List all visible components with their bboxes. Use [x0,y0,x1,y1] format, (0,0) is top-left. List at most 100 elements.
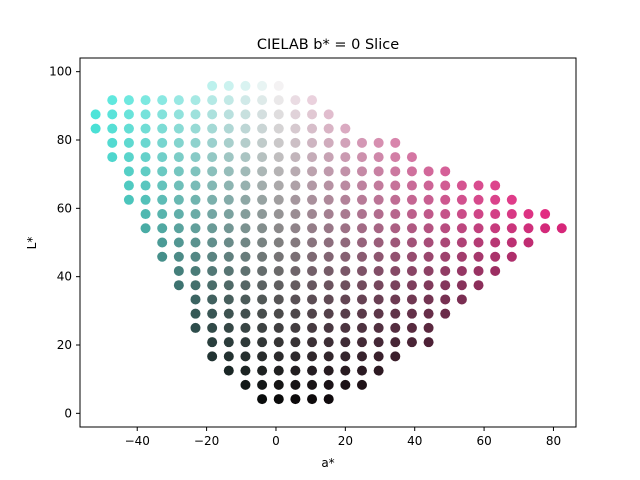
x-tick-label: 80 [546,434,561,448]
scatter-point [423,209,434,220]
scatter-point [257,308,268,319]
scatter-point [290,337,301,348]
scatter-point [207,123,218,134]
scatter-point [140,166,151,177]
scatter-point [307,351,318,362]
scatter-point [123,180,134,191]
scatter-point [323,223,334,234]
scatter-point [323,251,334,262]
scatter-point [107,123,118,134]
scatter-point [340,280,351,291]
scatter-point [257,394,268,405]
scatter-point [123,109,134,120]
scatter-point [257,223,268,234]
scatter-point [340,209,351,220]
scatter-point [140,180,151,191]
scatter-point [273,365,284,376]
scatter-point [223,237,234,248]
scatter-point [207,180,218,191]
scatter-point [307,209,318,220]
scatter-point [173,152,184,163]
x-tick-label: −40 [125,434,150,448]
scatter-point [323,294,334,305]
scatter-point [157,152,168,163]
scatter-point [390,137,401,148]
scatter-point [323,152,334,163]
scatter-point [173,223,184,234]
scatter-point [506,251,517,262]
scatter-point [223,251,234,262]
scatter-point [356,351,367,362]
scatter-point [240,180,251,191]
scatter-point [307,394,318,405]
scatter-point [223,308,234,319]
scatter-point [173,166,184,177]
scatter-point [307,265,318,276]
scatter-point [323,379,334,390]
scatter-point [290,322,301,333]
scatter-point [323,337,334,348]
scatter-point [290,194,301,205]
scatter-point [323,322,334,333]
scatter-point [257,365,268,376]
scatter-point [240,95,251,106]
scatter-point [223,322,234,333]
y-axis-label: L* [25,237,39,250]
scatter-point [257,294,268,305]
scatter-point [373,237,384,248]
scatter-point [190,95,201,106]
scatter-point [257,123,268,134]
scatter-point [390,308,401,319]
scatter-point [190,209,201,220]
scatter-point [423,322,434,333]
scatter-point [423,237,434,248]
scatter-point [190,237,201,248]
scatter-point [406,294,417,305]
plot-frame [79,57,577,428]
x-tick-label: 20 [338,434,353,448]
scatter-point [273,109,284,120]
scatter-point [356,280,367,291]
scatter-point [356,308,367,319]
scatter-point [107,152,118,163]
scatter-point [307,180,318,191]
scatter-point [373,209,384,220]
scatter-point [207,152,218,163]
scatter-point [173,194,184,205]
scatter-point [273,294,284,305]
scatter-point [207,322,218,333]
scatter-point [556,223,567,234]
scatter-point [273,337,284,348]
scatter-point [456,280,467,291]
scatter-point [290,379,301,390]
scatter-point [290,280,301,291]
scatter-point [223,265,234,276]
scatter-point [356,166,367,177]
scatter-point [456,209,467,220]
scatter-point [207,95,218,106]
scatter-point [423,180,434,191]
scatter-point [356,265,367,276]
y-tick-label: 20 [57,338,72,352]
scatter-point [473,209,484,220]
scatter-point [307,337,318,348]
scatter-point [223,123,234,134]
scatter-point [340,152,351,163]
scatter-point [323,308,334,319]
scatter-point [390,251,401,262]
scatter-point [356,194,367,205]
scatter-point [257,137,268,148]
scatter-point [190,223,201,234]
scatter-point [240,251,251,262]
scatter-point [423,265,434,276]
scatter-point [390,322,401,333]
scatter-point [173,123,184,134]
scatter-point [257,280,268,291]
scatter-point [490,265,501,276]
scatter-point [373,365,384,376]
scatter-point [356,379,367,390]
scatter-point [473,223,484,234]
scatter-point [456,294,467,305]
scatter-point [190,265,201,276]
